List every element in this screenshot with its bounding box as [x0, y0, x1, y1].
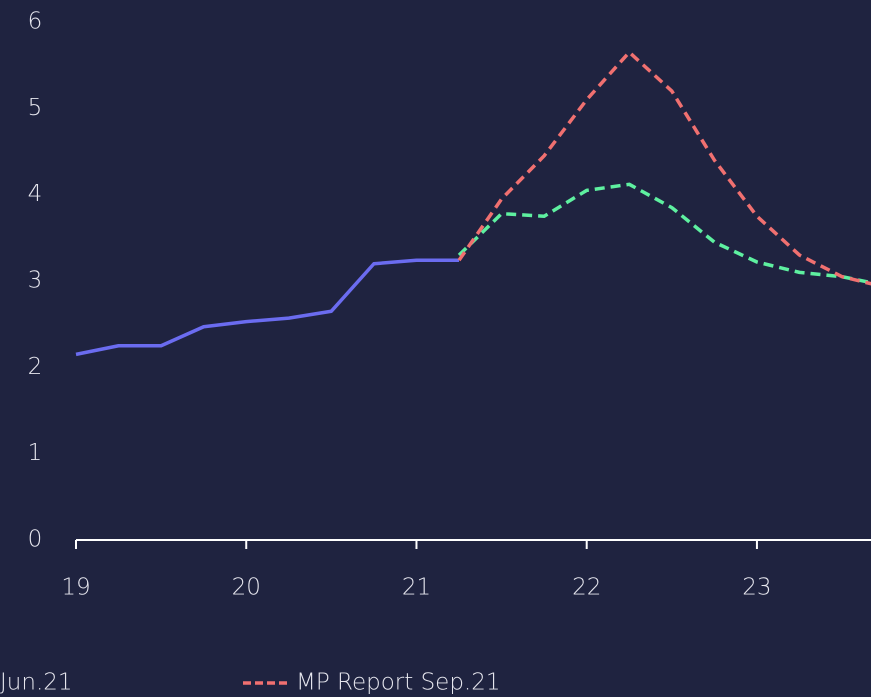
- series-line: [457, 182, 871, 285]
- y-tick-label: 4: [28, 181, 43, 207]
- y-tick-label: 0: [28, 527, 43, 553]
- legend-label: Jun.21: [0, 670, 73, 696]
- series-line: [457, 50, 871, 286]
- x-tick-label: 19: [61, 575, 90, 601]
- y-tick-label: 5: [28, 95, 43, 121]
- y-tick-label: 2: [28, 354, 43, 380]
- x-tick-label: 22: [572, 575, 601, 601]
- y-tick-label: 1: [28, 440, 43, 466]
- series-line: [75, 258, 460, 357]
- x-tick-label: 23: [742, 575, 771, 601]
- y-tick-label: 3: [28, 268, 43, 294]
- y-tick-label: 6: [28, 9, 43, 35]
- legend-label: MP Report Sep.21: [296, 670, 501, 696]
- x-tick-label: 20: [232, 575, 261, 601]
- x-tick-label: 21: [402, 575, 431, 601]
